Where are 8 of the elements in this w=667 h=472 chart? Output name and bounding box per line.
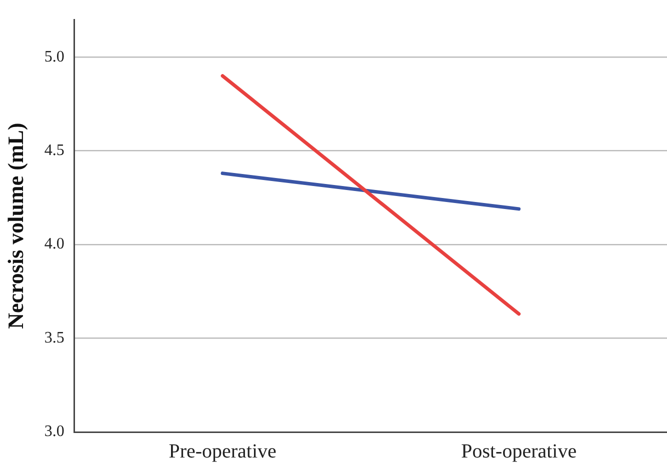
y-tick-label: 3.5 [44, 329, 64, 346]
x-tick-label: Pre-operative [168, 440, 277, 462]
y-tick-label: 3.0 [44, 423, 64, 440]
y-tick-label: 4.0 [44, 236, 64, 253]
x-tick-label: Post-operative [461, 440, 577, 462]
y-tick-label: 4.5 [44, 142, 64, 160]
y-tick-label: 5.0 [44, 48, 64, 66]
y-axis-title: Necrosis volume (mL) [2, 122, 28, 329]
